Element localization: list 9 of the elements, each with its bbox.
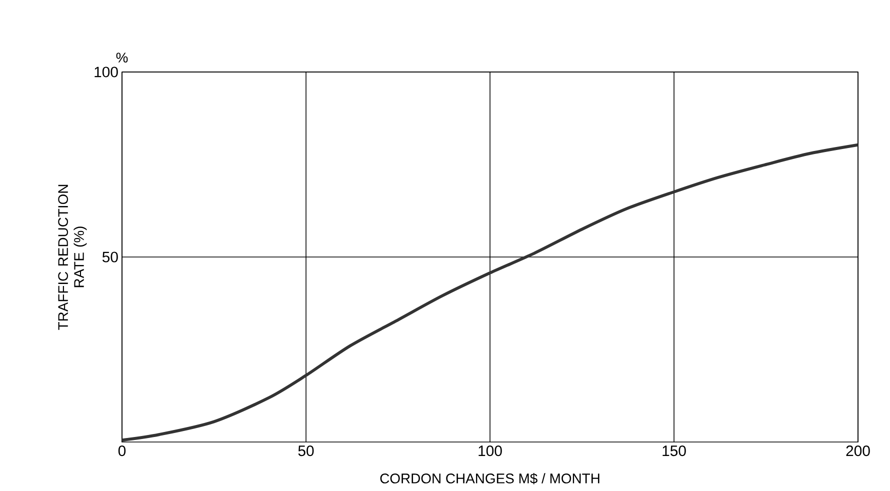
x-tick-label: 150 [662, 446, 686, 456]
x-tick-label: 100 [478, 446, 502, 456]
x-tick-label: 200 [846, 446, 870, 456]
line-series [120, 143, 860, 442]
x-tick-label: 0 [118, 446, 126, 456]
x-tick-label: 50 [298, 446, 314, 456]
y-axis-title: TRAFFIC REDUCTION RATE (%) [58, 184, 87, 330]
x-axis-title: CORDON CHANGES M$ / MONTH [380, 472, 600, 484]
text: % [116, 52, 128, 62]
